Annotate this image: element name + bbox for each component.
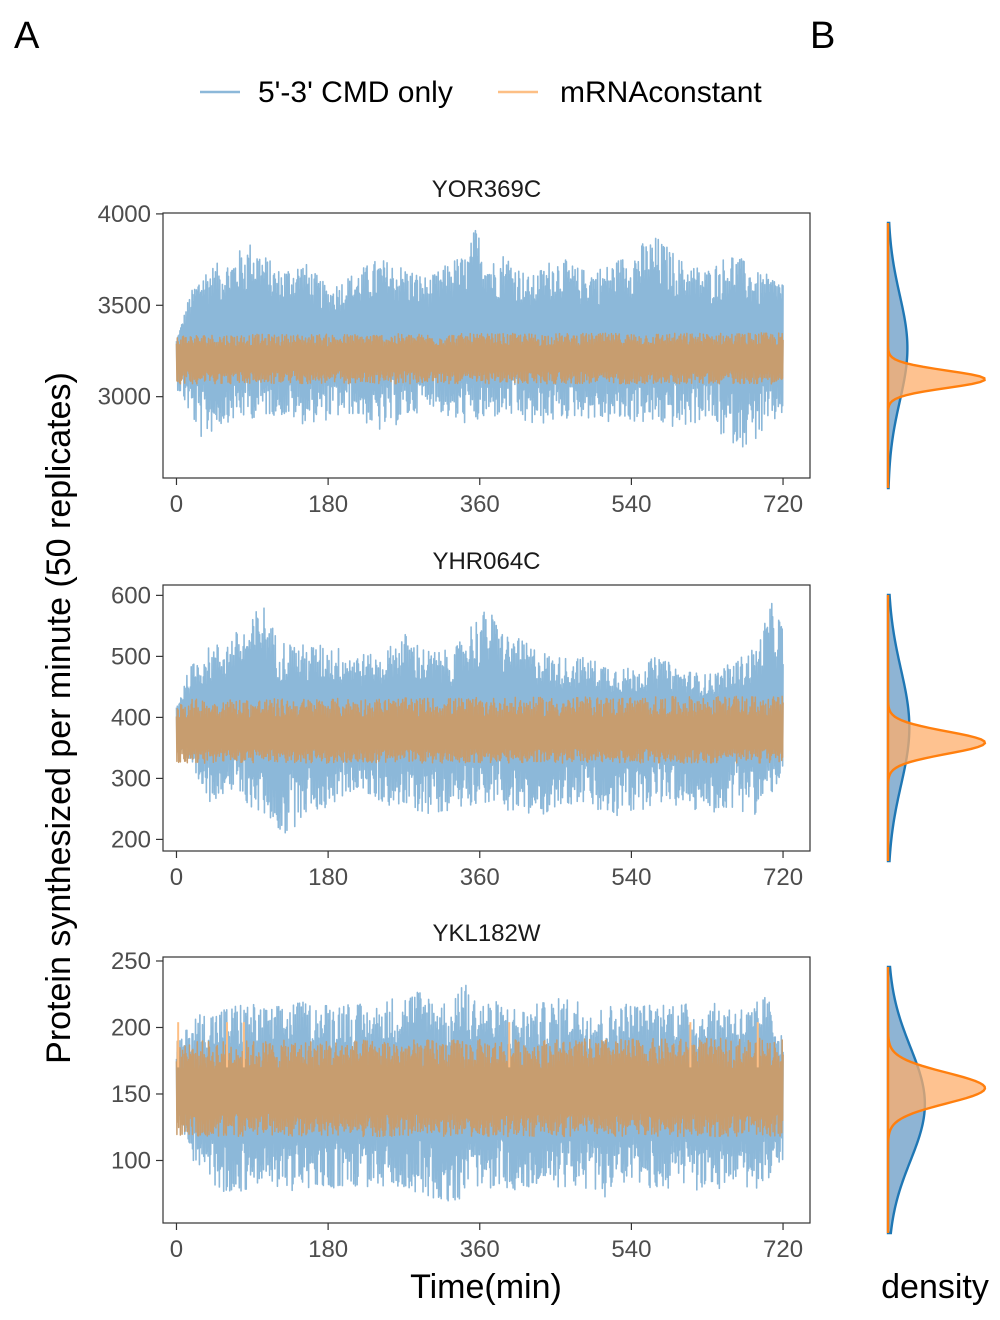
panel-ykl182w: YKL182W 100 150 200 250 0 180 360 540 720 bbox=[111, 920, 987, 1263]
x-axis-title: Time(min) bbox=[410, 1268, 562, 1306]
x-tick-label: 360 bbox=[460, 491, 500, 518]
plot-area bbox=[175, 984, 784, 1202]
y-tick-label: 100 bbox=[111, 1147, 151, 1174]
panel-title: YOR369C bbox=[432, 176, 541, 203]
legend-label-mrnaconstant: mRNAconstant bbox=[560, 76, 762, 109]
series-line-mrnaconstant bbox=[175, 332, 784, 385]
y-tick-label: 200 bbox=[111, 1014, 151, 1041]
y-tick-label: 200 bbox=[111, 826, 151, 853]
density-curve-mrnaconstant bbox=[886, 595, 987, 861]
y-tick-label: 3000 bbox=[98, 384, 151, 411]
y-tick-label: 300 bbox=[111, 765, 151, 792]
y-tick-label: 150 bbox=[111, 1081, 151, 1108]
series-line-mrnaconstant bbox=[175, 695, 784, 764]
y-tick-label: 3500 bbox=[98, 292, 151, 319]
panel-border bbox=[162, 956, 811, 1224]
x-tick-label: 720 bbox=[763, 864, 803, 891]
panel-border bbox=[162, 584, 811, 852]
plot-area bbox=[175, 602, 784, 834]
x-tick-label: 720 bbox=[763, 1236, 803, 1263]
x-tick-label: 540 bbox=[611, 1236, 651, 1263]
y-axis-title: Protein synthesized per minute (50 repli… bbox=[40, 372, 78, 1064]
panel-b-label: B bbox=[810, 15, 835, 57]
y-tick-label: 400 bbox=[111, 704, 151, 731]
panel-yhr064c: YHR064C 200 300 400 500 600 0 180 360 540 720 bbox=[111, 548, 987, 891]
legend: 5'-3' CMD only mRNAconstant bbox=[200, 76, 762, 109]
x-tick-label: 180 bbox=[308, 1236, 348, 1263]
x-tick-label: 360 bbox=[460, 864, 500, 891]
x-tick-label: 0 bbox=[170, 1236, 183, 1263]
y-tick-label: 4000 bbox=[98, 201, 151, 228]
panel-border bbox=[162, 212, 811, 479]
x-tick-label: 180 bbox=[308, 491, 348, 518]
y-tick-label: 250 bbox=[111, 948, 151, 975]
y-tick-label: 500 bbox=[111, 643, 151, 670]
panel-title: YHR064C bbox=[432, 548, 540, 575]
panel-yor369c: YOR369C 3000 3500 4000 0 180 360 540 720 bbox=[98, 176, 986, 518]
x-tick-label: 180 bbox=[308, 864, 348, 891]
x-tick-label: 360 bbox=[460, 1236, 500, 1263]
legend-label-cmd: 5'-3' CMD only bbox=[258, 76, 453, 109]
density-curve-mrnaconstant bbox=[886, 967, 987, 1233]
density-ykl182w bbox=[886, 965, 987, 1235]
x-tick-label: 540 bbox=[611, 491, 651, 518]
x-tick-label: 540 bbox=[611, 864, 651, 891]
density-curve-cmd bbox=[886, 221, 909, 490]
panel-title: YKL182W bbox=[432, 920, 540, 947]
plot-area bbox=[175, 229, 784, 448]
panel-a-label: A bbox=[14, 15, 40, 57]
figure-labels: A B 5'-3' CMD only mRNAconstant Protein … bbox=[14, 15, 989, 1306]
x-tick-label: 0 bbox=[170, 864, 183, 891]
density-axis-title: density bbox=[881, 1268, 989, 1306]
x-tick-label: 0 bbox=[170, 491, 183, 518]
x-tick-label: 720 bbox=[763, 491, 803, 518]
density-yor369c bbox=[886, 221, 986, 490]
density-yhr064c bbox=[886, 593, 987, 863]
series-line-mrnaconstant bbox=[175, 1037, 784, 1138]
y-tick-label: 600 bbox=[111, 582, 151, 609]
